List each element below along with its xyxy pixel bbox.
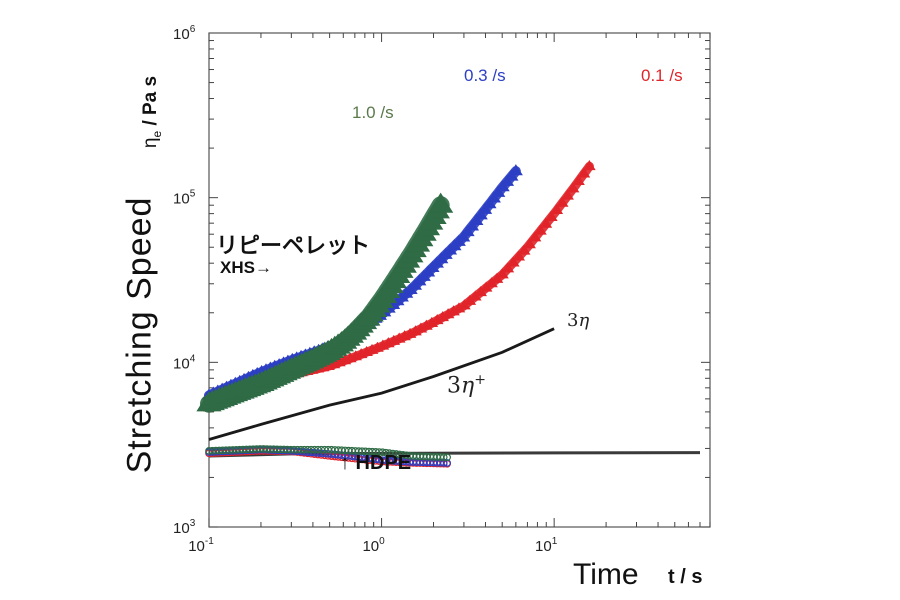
series-point [566, 182, 580, 193]
axis-ticks: 10-1 100 101 103 104 105 106 [173, 24, 711, 555]
annotation-xhs: XHS→ [220, 258, 272, 277]
series-point [430, 314, 444, 325]
reference-line [208, 327, 555, 441]
annotation-hdpe: ↑ HDPE [340, 452, 412, 474]
legend-rate-0-3: 0.3 /s [464, 66, 506, 85]
series-point [517, 244, 531, 255]
series-point [572, 174, 585, 186]
series-point [583, 160, 596, 171]
data-series [196, 160, 596, 413]
series-point [508, 164, 523, 176]
legend-rate-0-1: 0.1 /s [641, 66, 683, 85]
series-band [204, 166, 521, 401]
series-point [425, 316, 439, 327]
label-3eta-plus: 3η+ [447, 372, 486, 399]
y-tick-label: 106 [173, 24, 196, 43]
series-group [202, 164, 523, 401]
hdpe-point [443, 453, 451, 462]
series-point [482, 197, 497, 209]
series-point [478, 202, 493, 214]
annotation-repellet: リピーペレット [216, 233, 371, 258]
legend-rate-1-0: 1.0 /s [352, 103, 394, 122]
series-point [496, 268, 509, 279]
x-axis-label: Time [573, 558, 639, 591]
series-point [447, 305, 460, 316]
series-point [507, 256, 520, 267]
x-tick-label: 101 [535, 536, 558, 555]
y-axis-label: Stretching Speed [120, 196, 159, 474]
series-point [436, 311, 449, 322]
x-axis-unit: t / s [668, 566, 703, 588]
series-point [555, 196, 569, 207]
series-point [512, 250, 526, 261]
series-point [409, 325, 422, 336]
x-tick-label: 100 [362, 536, 385, 555]
series-point [486, 191, 501, 203]
label-3eta: 3η [567, 310, 590, 331]
series-point [491, 185, 506, 197]
series-point [441, 308, 455, 319]
hdpe-point [439, 453, 448, 461]
series-point [561, 189, 574, 200]
series-point [545, 210, 558, 221]
hdpe-series-group [205, 445, 451, 462]
series-point [523, 238, 536, 249]
series-point [539, 217, 553, 228]
plot-frame [208, 32, 711, 528]
series-point [403, 327, 417, 338]
hdpe-series [205, 445, 451, 468]
y-tick-label: 104 [173, 353, 196, 372]
series-point [534, 224, 547, 235]
series-point [550, 203, 564, 214]
y-tick-label: 105 [173, 189, 196, 208]
series-point [414, 322, 428, 333]
series-point [428, 192, 454, 213]
series-point [452, 302, 466, 313]
hdpe-point [439, 459, 448, 467]
series-point [501, 262, 515, 273]
y-axis-unit: ηe / Pa s [140, 75, 164, 149]
series-group [196, 192, 454, 413]
x-tick-label: 10-1 [188, 536, 214, 555]
series-point [420, 319, 433, 330]
series-point [577, 167, 591, 178]
plot-area [208, 32, 711, 528]
hdpe-point [443, 459, 451, 467]
series-point [528, 231, 542, 242]
y-tick-label: 103 [173, 518, 196, 537]
